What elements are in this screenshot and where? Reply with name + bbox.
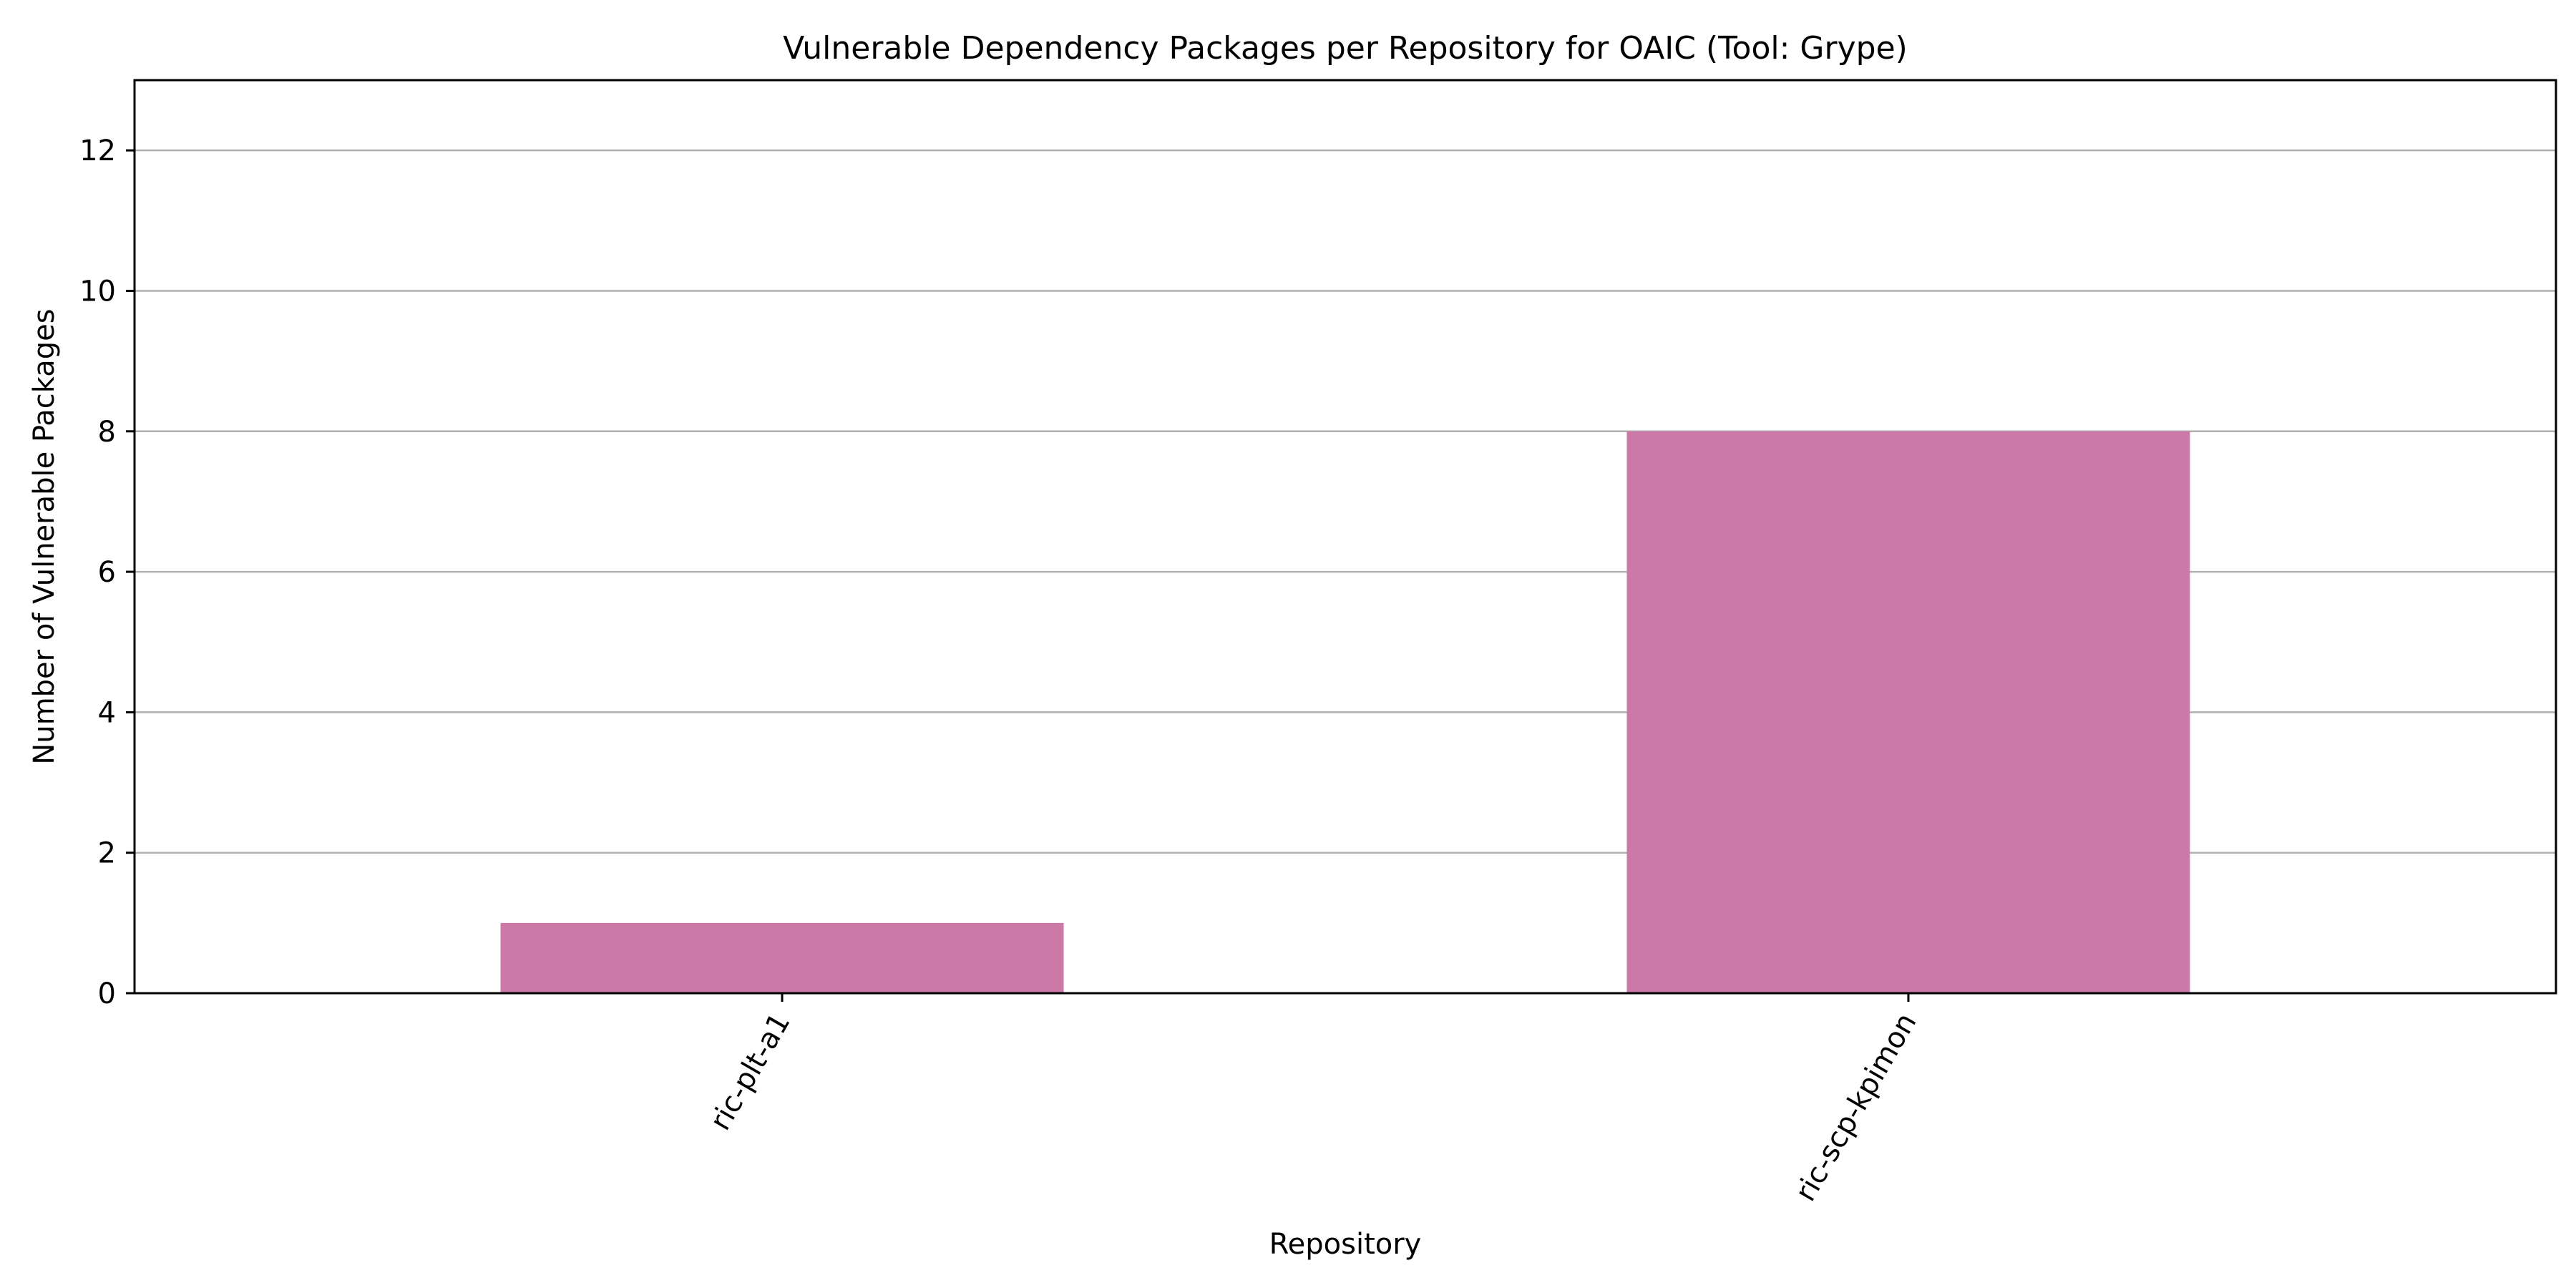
bar-ric-plt-a1 — [500, 922, 1064, 993]
y-tick-label: 12 — [79, 135, 116, 167]
x-tick-label: ric-plt-a1 — [704, 1008, 797, 1136]
chart-title: Vulnerable Dependency Packages per Repos… — [783, 30, 1908, 67]
bars — [500, 431, 2190, 993]
bar-ric-scp-kpimon — [1626, 431, 2190, 993]
y-axis-ticks: 0 2 4 6 8 10 12 — [79, 135, 135, 1010]
x-axis-ticks: ric-plt-a1 ric-scp-kpimon — [704, 993, 1923, 1207]
x-axis-label: Repository — [1269, 1228, 1422, 1261]
gridlines — [135, 149, 2556, 854]
plot-frame — [133, 79, 2557, 995]
y-tick-label: 6 — [98, 556, 116, 589]
x-tick-label: ric-scp-kpimon — [1789, 1008, 1923, 1207]
y-tick-label: 0 — [98, 977, 116, 1010]
y-tick-label: 8 — [98, 416, 116, 449]
y-tick-label: 2 — [98, 837, 116, 870]
y-tick-label: 10 — [79, 275, 116, 308]
y-tick-label: 4 — [98, 696, 116, 729]
y-axis-label: Number of Vulnerable Packages — [28, 308, 61, 764]
